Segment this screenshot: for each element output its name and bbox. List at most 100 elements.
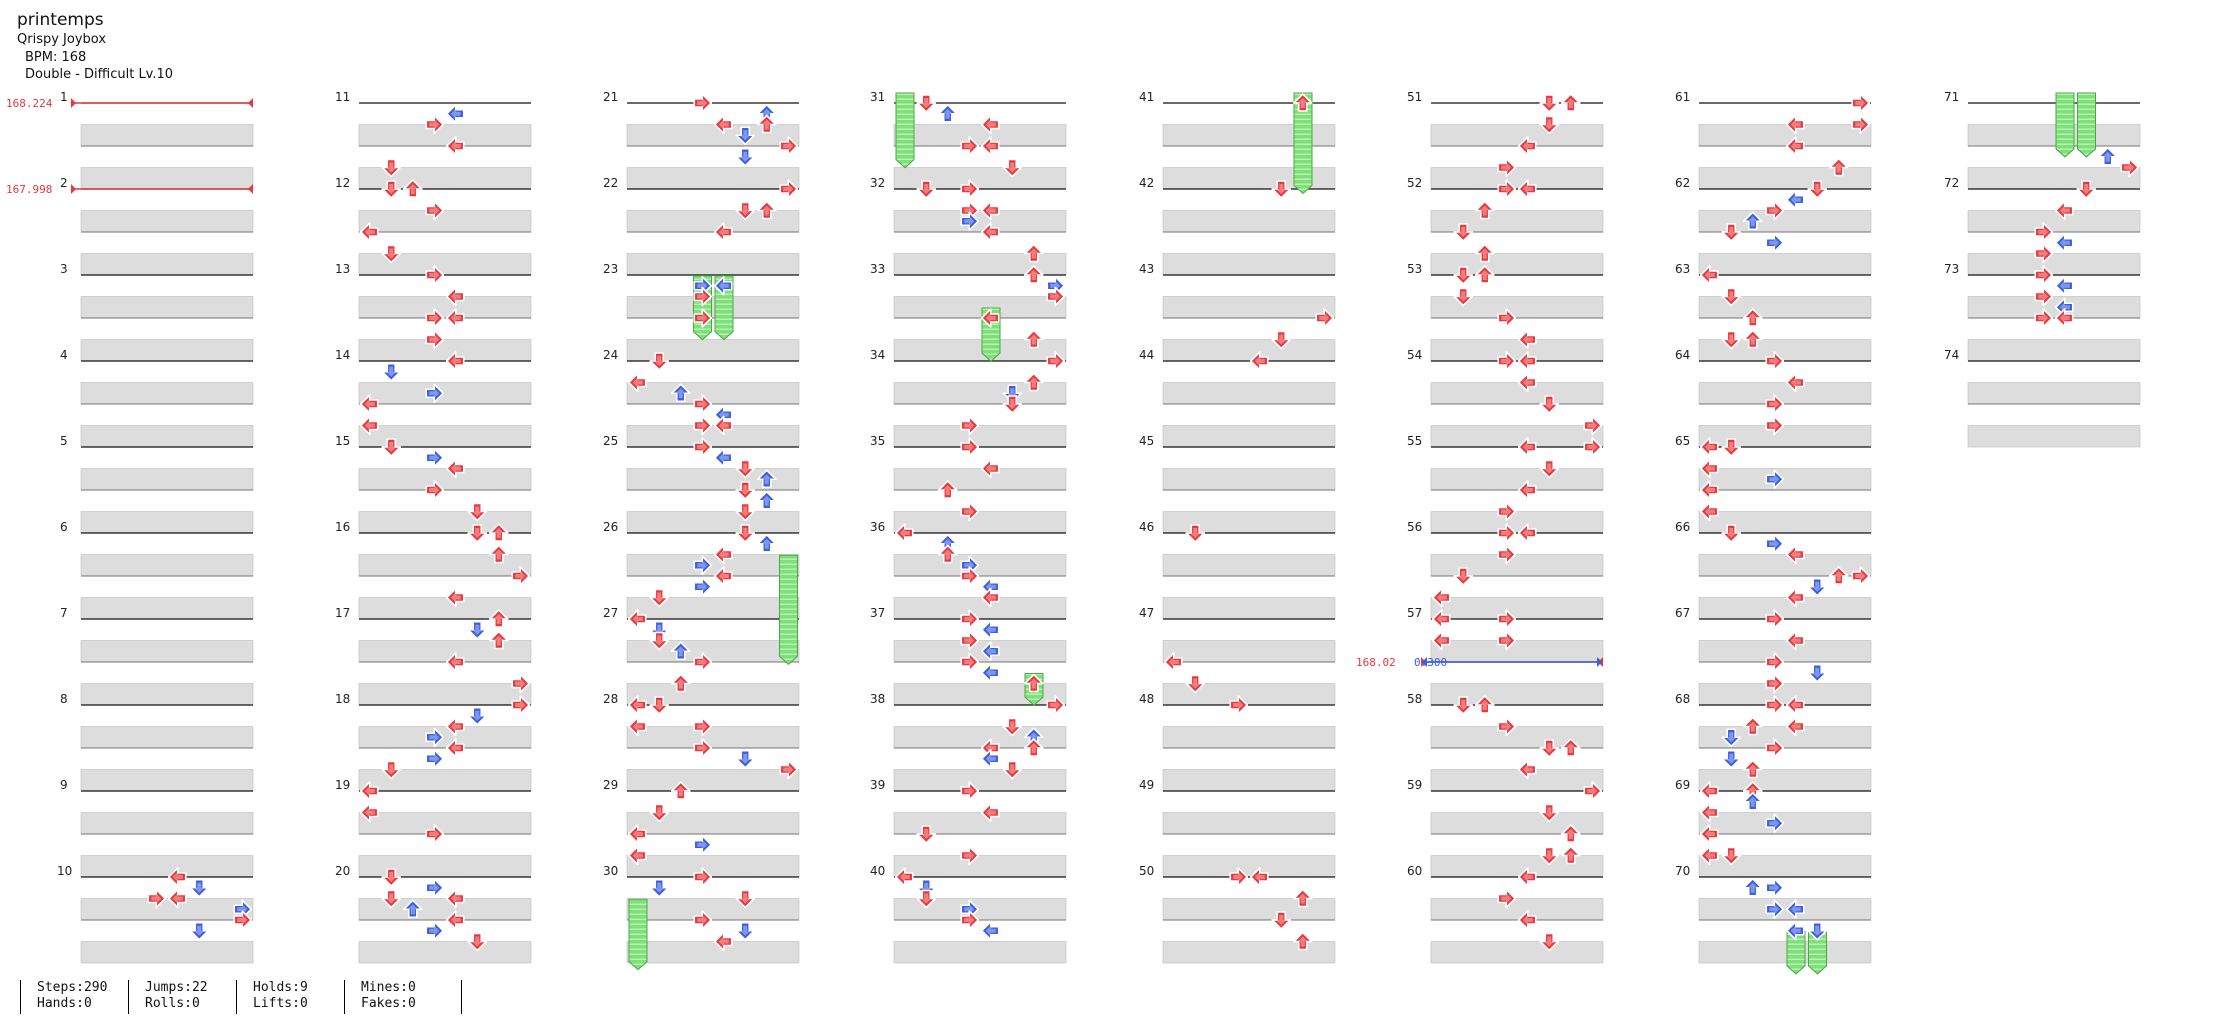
step-arrow xyxy=(713,114,733,135)
measure-12: 12 xyxy=(335,176,532,276)
measure-band xyxy=(1162,898,1336,921)
step-arrow xyxy=(1785,136,1805,156)
measure-number: 42 xyxy=(1139,176,1154,190)
step-arrow xyxy=(445,738,465,758)
step-arrow xyxy=(627,372,647,393)
measure-band xyxy=(626,511,800,534)
measure-24: 24 xyxy=(603,348,800,448)
measure-number: 60 xyxy=(1407,864,1422,878)
difficulty-label: Double - Difficult Lv.10 xyxy=(25,67,174,82)
step-arrow xyxy=(467,620,488,640)
measure-number: 1 xyxy=(60,90,68,104)
measure-band xyxy=(1698,124,1872,147)
step-arrow xyxy=(2034,222,2054,242)
measure-band xyxy=(358,812,532,835)
bpm-change-marker: 167.998 xyxy=(6,183,253,196)
step-arrow xyxy=(1785,695,1805,715)
step-arrow xyxy=(445,351,465,371)
step-arrow xyxy=(627,716,647,737)
measure-number: 9 xyxy=(60,778,68,792)
song-title: printemps xyxy=(17,10,104,30)
step-arrow xyxy=(1742,329,1763,349)
measure-number: 25 xyxy=(603,434,618,448)
step-arrow xyxy=(1229,867,1249,887)
step-arrow xyxy=(1721,749,1742,769)
measure-band xyxy=(1430,425,1604,448)
step-arrow xyxy=(1497,609,1517,629)
measure-number: 34 xyxy=(870,348,885,362)
hold-note xyxy=(2077,92,2096,158)
step-arrow xyxy=(916,94,937,113)
measure-band xyxy=(358,382,532,405)
step-arrow xyxy=(1765,738,1785,758)
measure-band xyxy=(1162,640,1336,663)
measure-52: 52 xyxy=(1407,176,1604,276)
measure-32: 32 xyxy=(870,176,1067,276)
measure-7: 7 xyxy=(60,606,254,706)
step-arrow xyxy=(1497,351,1517,371)
stop-marker: 0.300 xyxy=(1414,656,1603,669)
measure-number: 36 xyxy=(870,520,885,534)
step-arrow xyxy=(735,459,756,479)
step-arrow xyxy=(1023,243,1044,263)
step-arrow xyxy=(1292,888,1313,908)
step-arrow xyxy=(960,781,980,801)
step-arrow xyxy=(425,480,445,500)
measure-69: 69 xyxy=(1675,778,1872,878)
step-arrow xyxy=(1023,372,1044,392)
measure-53: 53 xyxy=(1407,262,1604,362)
step-arrow xyxy=(960,501,980,522)
step-arrow xyxy=(693,910,713,930)
measure-59: 59 xyxy=(1407,778,1604,878)
measure-17: 17 xyxy=(335,606,532,706)
step-arrow xyxy=(960,136,980,156)
step-arrow xyxy=(359,222,379,242)
step-arrow xyxy=(713,447,733,468)
step-arrow xyxy=(1517,437,1537,457)
measure-band xyxy=(358,468,532,491)
step-arrow xyxy=(1453,696,1474,715)
step-arrow xyxy=(425,308,445,328)
measure-55: 55 xyxy=(1407,434,1604,534)
measure-band xyxy=(1162,210,1336,233)
measure-number: 54 xyxy=(1407,348,1422,362)
step-arrow xyxy=(1002,717,1023,737)
step-arrow xyxy=(1474,200,1495,220)
measure-band xyxy=(80,941,254,964)
step-arrow xyxy=(649,878,670,898)
stat-jumps-rolls: Jumps:22 Rolls:0 xyxy=(128,980,208,1014)
measure-number: 61 xyxy=(1675,90,1690,104)
step-arrow xyxy=(735,502,756,522)
measure-number: 51 xyxy=(1407,90,1422,104)
measure-band xyxy=(1967,210,2141,233)
measure-band xyxy=(1430,339,1604,362)
measure-67: 67 xyxy=(1675,606,1872,706)
step-arrow xyxy=(1721,287,1742,307)
step-arrow xyxy=(445,136,465,156)
step-chart: 1234567891011121314151617181920212223242… xyxy=(6,90,2141,975)
measure-60: 60 xyxy=(1407,864,1604,964)
measure-band xyxy=(893,339,1067,362)
step-arrow xyxy=(1851,93,1871,113)
step-arrow xyxy=(488,630,509,650)
step-arrow xyxy=(511,566,531,586)
measure-15: 15 xyxy=(335,434,532,534)
step-arrow xyxy=(1721,223,1742,242)
measure-71: 71 xyxy=(1944,90,2141,190)
step-arrow xyxy=(2076,180,2097,199)
measure-number: 23 xyxy=(603,262,618,276)
step-arrow xyxy=(1497,523,1517,543)
step-arrow xyxy=(1517,329,1537,350)
step-arrow xyxy=(1315,308,1335,328)
step-arrow xyxy=(1163,652,1183,672)
step-arrow xyxy=(1046,695,1066,715)
step-arrow xyxy=(445,308,465,328)
measure-band xyxy=(626,124,800,147)
measure-band xyxy=(1162,382,1336,405)
bpm-change-label: 168.02 xyxy=(1356,656,1396,669)
stat-rolls: Rolls:0 xyxy=(145,996,200,1011)
measure-band xyxy=(1430,898,1604,921)
stat-hands: Hands:0 xyxy=(37,996,92,1011)
step-arrow xyxy=(1292,931,1313,951)
step-arrow xyxy=(511,695,531,715)
